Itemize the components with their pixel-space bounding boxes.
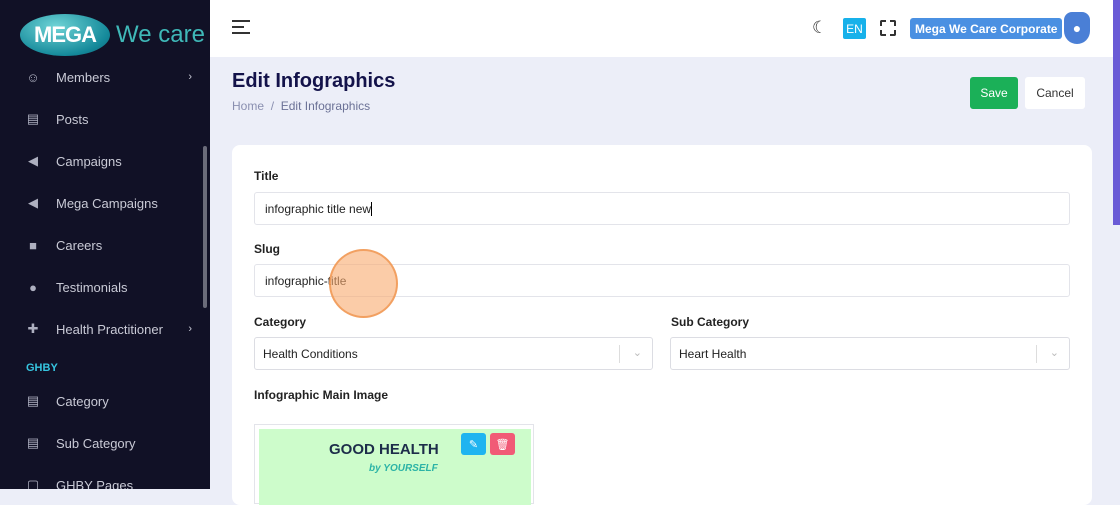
breadcrumb-home[interactable]: Home xyxy=(232,99,265,113)
pencil-icon: ✎ xyxy=(468,438,479,451)
sidebar-scrollbar[interactable] xyxy=(203,146,207,308)
comment-icon: ● xyxy=(29,279,37,295)
list-icon: ▤ xyxy=(26,393,40,408)
title-input[interactable]: infographic title new xyxy=(254,192,1070,225)
briefcase-icon: ■ xyxy=(29,237,37,253)
subcategory-value: Heart Health xyxy=(679,346,747,361)
logo-tagline: We care xyxy=(116,21,205,48)
sidebar-item-label: Campaigns xyxy=(56,153,122,169)
page-scrollbar[interactable] xyxy=(1113,0,1120,225)
medical-kit-icon: ✚ xyxy=(27,321,39,336)
main-image-preview: GOOD HEALTH by YOURSELF ✎ 🗑 xyxy=(254,424,534,505)
users-icon: ☺ xyxy=(26,69,40,85)
account-name-badge[interactable]: Mega We Care Corporate xyxy=(910,18,1063,39)
sidebar-item-testimonials[interactable]: ● Testimonials xyxy=(0,266,210,308)
list-icon: ▤ xyxy=(26,435,40,450)
menu-toggle-icon[interactable] xyxy=(232,20,250,38)
breadcrumb: Home / Edit Infographics xyxy=(232,99,370,113)
dark-mode-icon[interactable]: ☾ xyxy=(812,18,828,37)
megaphone-icon: ◀ xyxy=(28,153,38,168)
sidebar-item-label: Careers xyxy=(56,237,103,253)
chevron-down-icon: ⌄ xyxy=(1049,347,1059,359)
category-label: Category xyxy=(254,315,307,329)
sidebar-item-campaigns[interactable]: ◀ Campaigns xyxy=(0,140,210,182)
sidebar-item-label: Mega Campaigns xyxy=(56,195,158,211)
fullscreen-icon[interactable] xyxy=(880,20,896,36)
sidebar-item-label: GHBY Pages xyxy=(56,477,134,490)
breadcrumb-separator: / xyxy=(267,99,278,113)
sidebar-item-label: Members xyxy=(56,69,111,85)
sidebar-section-ghby: GHBY xyxy=(26,362,58,374)
page-icon: ▢ xyxy=(26,477,40,489)
trash-icon: 🗑 xyxy=(495,438,510,451)
sidebar-item-careers[interactable]: ■ Careers xyxy=(0,224,210,266)
sidebar-item-sub-category[interactable]: ▤ Sub Category xyxy=(0,422,210,464)
category-select[interactable]: Health Conditions ⌄ xyxy=(254,337,653,370)
text-caret xyxy=(371,201,373,216)
sidebar-item-health-practitioner[interactable]: ✚ Health Practitioner › xyxy=(0,308,210,350)
sidebar-item-ghby-pages[interactable]: ▢ GHBY Pages xyxy=(0,464,210,489)
sidebar-item-label: Category xyxy=(56,393,109,409)
image-subtext: by YOURSELF xyxy=(369,463,438,474)
subcategory-select[interactable]: Heart Health ⌄ xyxy=(670,337,1070,370)
breadcrumb-current: Edit Infographics xyxy=(280,99,371,113)
chevron-down-icon: ⌄ xyxy=(632,347,642,359)
edit-image-button[interactable]: ✎ xyxy=(461,433,486,455)
click-indicator xyxy=(329,249,398,318)
main-image-label: Infographic Main Image xyxy=(254,388,389,402)
delete-image-button[interactable]: 🗑 xyxy=(490,433,515,455)
slug-label: Slug xyxy=(254,242,280,256)
title-label: Title xyxy=(254,169,279,183)
cancel-button[interactable]: Cancel xyxy=(1025,77,1085,109)
chevron-right-icon: › xyxy=(188,323,192,335)
sidebar-item-label: Posts xyxy=(56,111,89,127)
sidebar-item-mega-campaigns[interactable]: ◀ Mega Campaigns xyxy=(0,182,210,224)
sidebar-item-category[interactable]: ▤ Category xyxy=(0,380,210,422)
image-text: GOOD HEALTH xyxy=(329,441,439,458)
chevron-right-icon: › xyxy=(188,71,192,83)
topbar: ☾ EN Mega We Care Corporate ● xyxy=(210,0,1120,57)
megaphone-icon: ◀ xyxy=(28,195,38,210)
logo[interactable]: MEGA We care xyxy=(0,0,210,70)
sidebar-item-label: Sub Category xyxy=(56,435,136,451)
sidebar: MEGA We care ☺ Members › ▤ Posts ◀ Campaigns… xyxy=(0,0,210,489)
select-divider xyxy=(1036,345,1037,363)
subcategory-label: Sub Category xyxy=(671,315,750,329)
avatar[interactable]: ● xyxy=(1064,12,1090,44)
category-value: Health Conditions xyxy=(263,346,358,361)
title-input-value: infographic title new xyxy=(265,201,372,216)
infographic-image: GOOD HEALTH by YOURSELF ✎ 🗑 xyxy=(259,429,531,505)
language-button[interactable]: EN xyxy=(843,18,866,39)
form-card: Title infographic title new Slug infogra… xyxy=(232,145,1092,505)
sidebar-item-label: Testimonials xyxy=(56,279,128,295)
sidebar-item-members[interactable]: ☺ Members › xyxy=(0,56,210,98)
select-divider xyxy=(619,345,620,363)
save-button[interactable]: Save xyxy=(970,77,1018,109)
sidebar-item-label: Health Practitioner xyxy=(56,321,163,337)
page-title: Edit Infographics xyxy=(232,70,396,92)
newspaper-icon: ▤ xyxy=(26,111,40,126)
sidebar-item-posts[interactable]: ▤ Posts xyxy=(0,98,210,140)
logo-mark: MEGA xyxy=(20,14,110,56)
